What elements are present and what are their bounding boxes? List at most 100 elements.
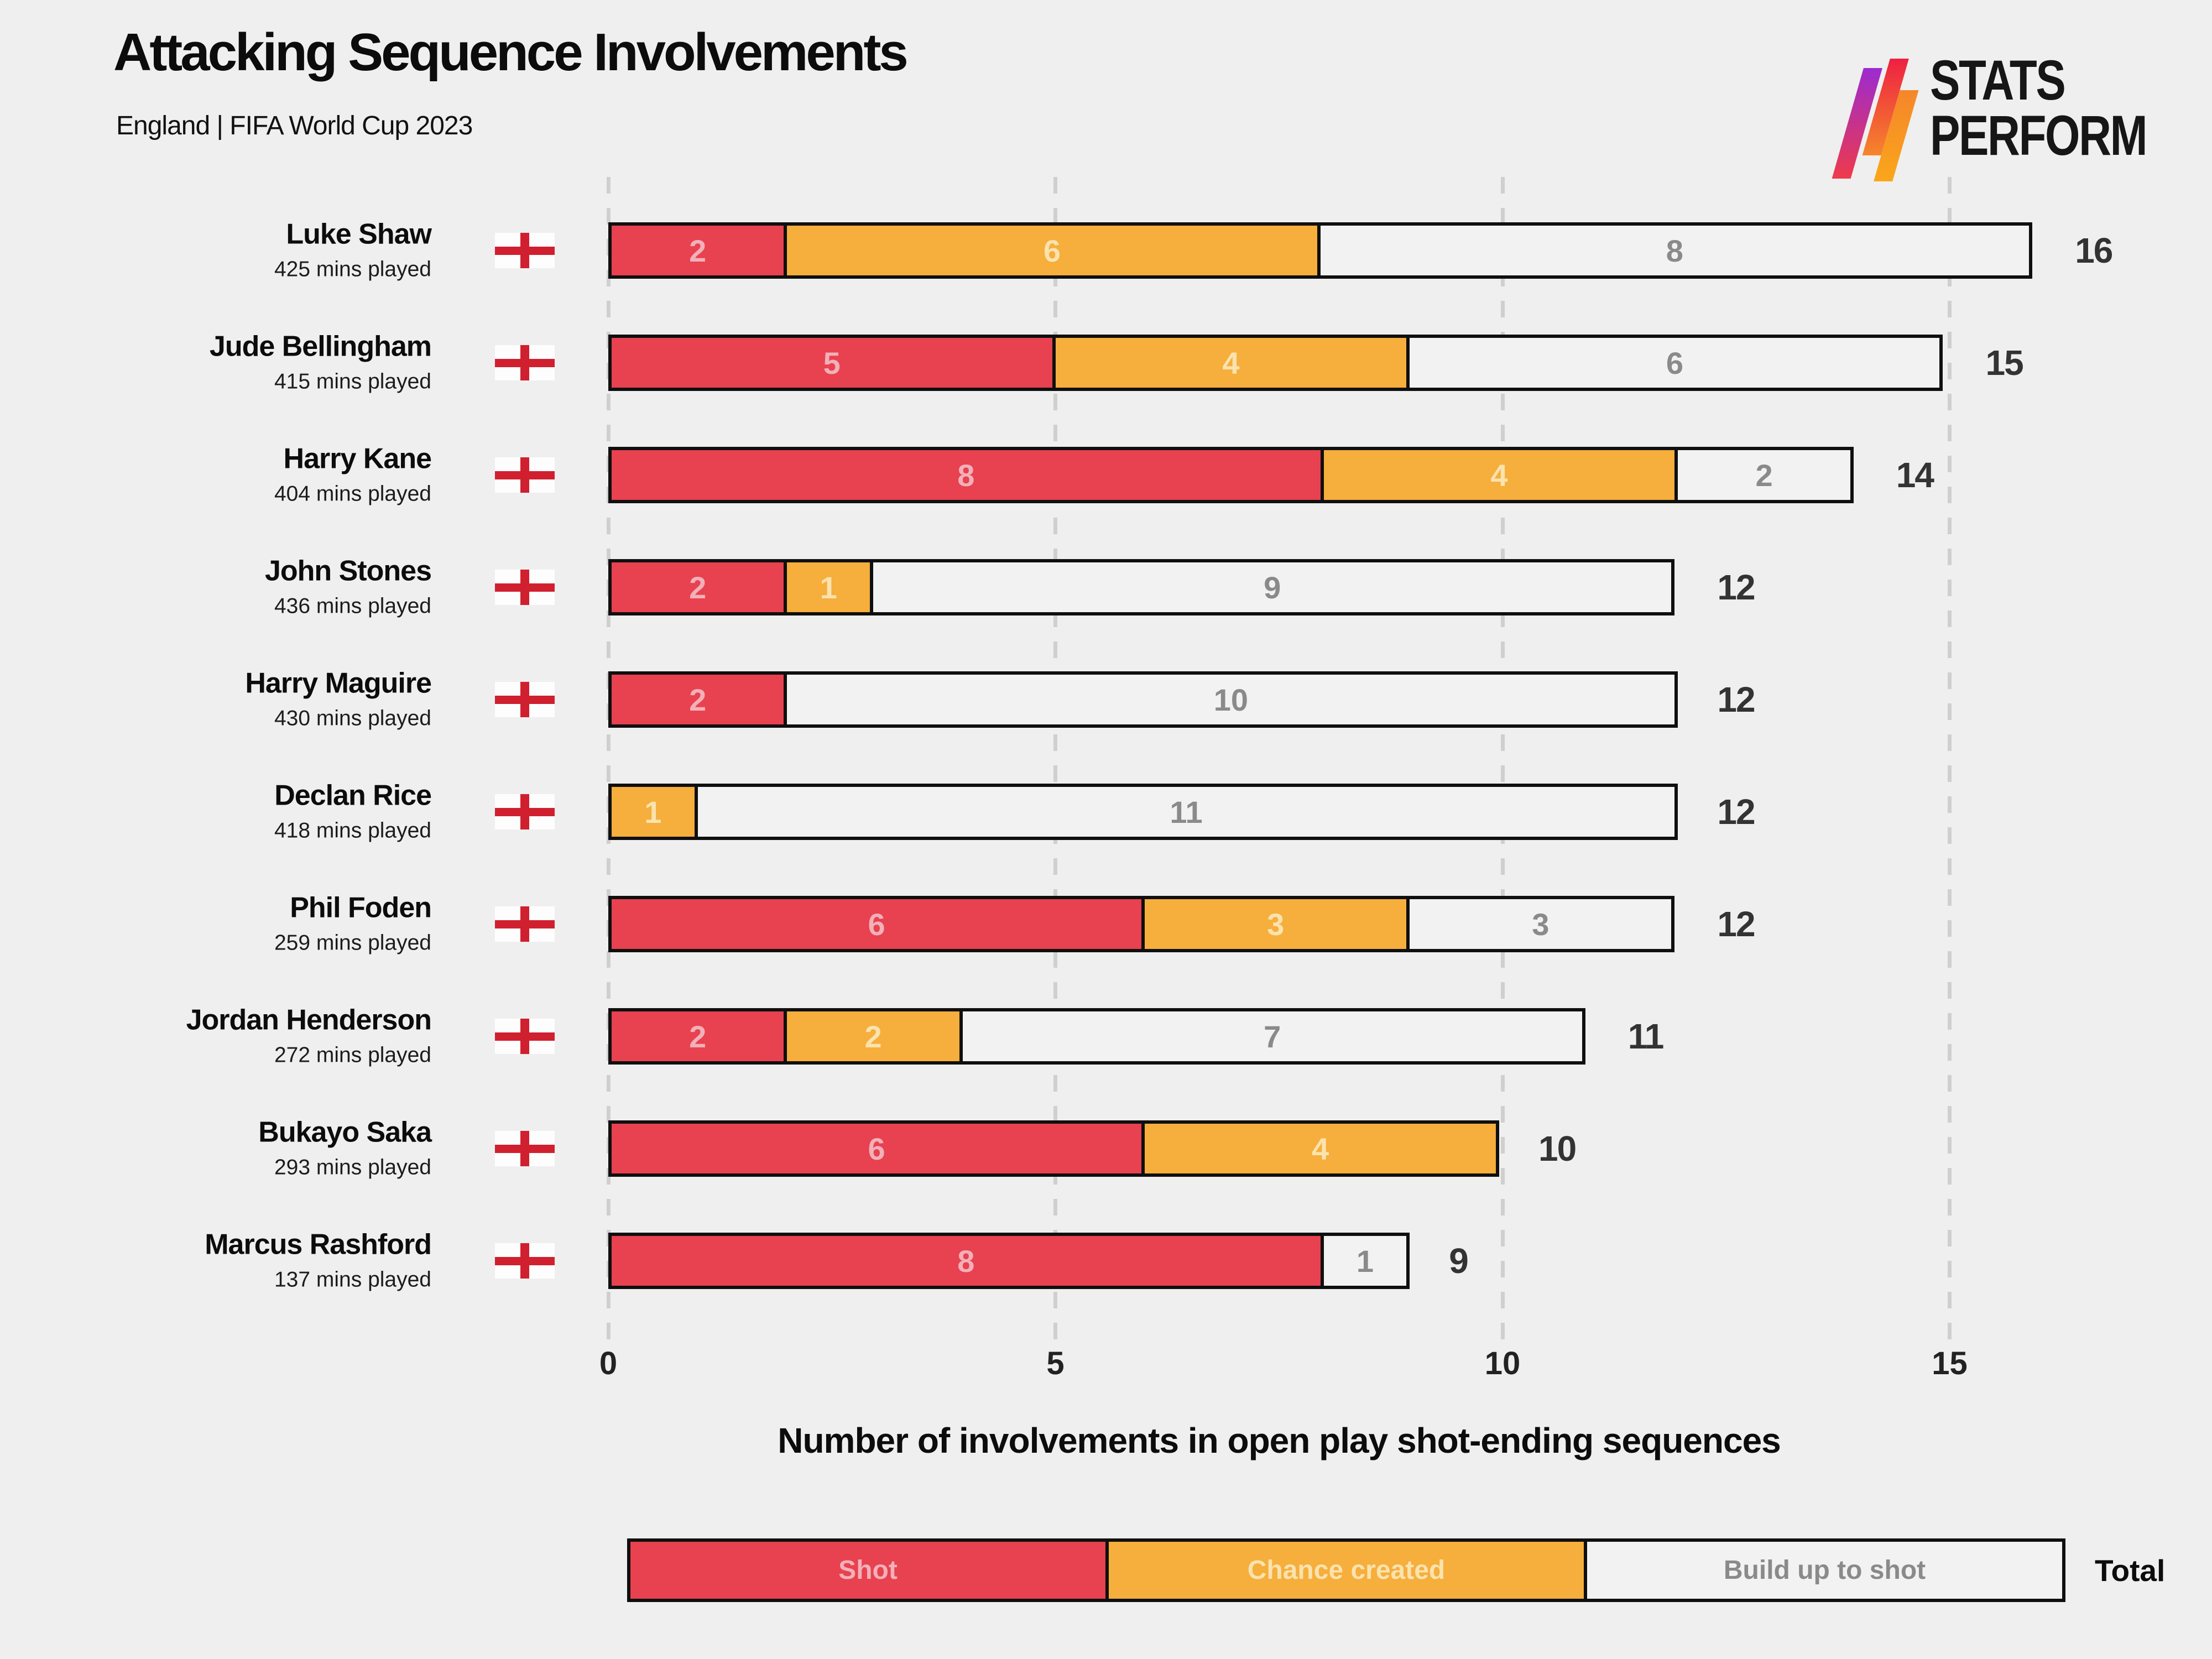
gridline-0 bbox=[606, 177, 611, 1349]
player-mins-played: 430 mins played bbox=[274, 706, 431, 731]
player-row-john-stones: John Stones 436 mins played 2 1 9 12 bbox=[0, 531, 2212, 643]
bar-segment-chance: 4 bbox=[1141, 1120, 1499, 1177]
player-mins-played: 436 mins played bbox=[274, 594, 431, 618]
total-value-label: 16 bbox=[2075, 231, 2113, 270]
bar-segment-buildup: 8 bbox=[1317, 222, 2033, 279]
player-row-declan-rice: Declan Rice 418 mins played 1 11 12 bbox=[0, 756, 2212, 868]
player-row-marcus-rashford: Marcus Rashford 137 mins played 8 1 9 bbox=[0, 1205, 2212, 1317]
bar-segment-chance: 4 bbox=[1320, 447, 1678, 503]
player-row-harry-kane: Harry Kane 404 mins played 8 4 2 14 bbox=[0, 419, 2212, 531]
player-row-luke-shaw: Luke Shaw 425 mins played 2 6 8 16 bbox=[0, 195, 2212, 306]
total-value-label: 12 bbox=[1717, 680, 1755, 719]
player-name: Phil Foden bbox=[290, 891, 432, 924]
player-name: Luke Shaw bbox=[286, 218, 432, 251]
legend: Shot Chance created Build up to shot bbox=[627, 1538, 2065, 1602]
stacked-bar: 2 10 bbox=[608, 671, 1678, 728]
x-tick-label-0: 0 bbox=[599, 1345, 618, 1381]
gridline-5 bbox=[1053, 177, 1057, 1349]
bar-segment-shot: 5 bbox=[608, 335, 1056, 391]
total-value-label: 12 bbox=[1717, 792, 1755, 832]
bar-segment-buildup: 1 bbox=[1320, 1233, 1410, 1289]
bar-segment-buildup: 3 bbox=[1406, 896, 1675, 952]
player-mins-played: 404 mins played bbox=[274, 482, 431, 506]
player-mins-played: 272 mins played bbox=[274, 1043, 431, 1067]
player-name: Bukayo Saka bbox=[258, 1116, 432, 1149]
stats-perform-stripes-icon bbox=[1832, 59, 1919, 181]
england-flag-icon bbox=[495, 233, 555, 268]
player-name: Jude Bellingham bbox=[209, 330, 432, 363]
legend-item-shot: Shot bbox=[627, 1538, 1109, 1602]
player-label: Phil Foden 259 mins played bbox=[83, 891, 432, 956]
chart-subtitle: England | FIFA World Cup 2023 bbox=[116, 111, 473, 140]
england-flag-icon bbox=[495, 1243, 555, 1279]
player-row-phil-foden: Phil Foden 259 mins played 6 3 3 12 bbox=[0, 868, 2212, 980]
player-name: John Stones bbox=[264, 555, 432, 587]
x-tick-label-5: 5 bbox=[1046, 1345, 1065, 1381]
player-name: Declan Rice bbox=[274, 779, 432, 812]
x-tick-label-15: 15 bbox=[1932, 1345, 1968, 1381]
bar-segment-chance: 2 bbox=[784, 1008, 963, 1065]
player-label: Harry Kane 404 mins played bbox=[83, 442, 432, 507]
logo-line-1: STATS bbox=[1930, 49, 2066, 112]
england-flag-icon bbox=[495, 1019, 555, 1054]
bar-segment-buildup: 9 bbox=[870, 559, 1675, 615]
player-row-jordan-henderson: Jordan Henderson 272 mins played 2 2 7 11 bbox=[0, 980, 2212, 1092]
stats-perform-logo: STATS PERFORM bbox=[1828, 49, 2200, 187]
player-label: John Stones 436 mins played bbox=[83, 555, 432, 619]
player-mins-played: 137 mins played bbox=[274, 1267, 431, 1292]
player-mins-played: 259 mins played bbox=[274, 931, 431, 955]
bar-segment-shot: 8 bbox=[608, 447, 1324, 503]
bar-segment-buildup: 11 bbox=[694, 784, 1678, 840]
logo-line-2: PERFORM bbox=[1930, 103, 2148, 167]
player-row-bukayo-saka: Bukayo Saka 293 mins played 6 4 10 bbox=[0, 1093, 2212, 1204]
total-value-label: 9 bbox=[1449, 1241, 1469, 1281]
england-flag-icon bbox=[495, 570, 555, 605]
bar-segment-buildup: 10 bbox=[784, 671, 1678, 728]
bar-segment-buildup: 7 bbox=[959, 1008, 1585, 1065]
legend-item-chance: Chance created bbox=[1105, 1538, 1587, 1602]
player-name: Harry Kane bbox=[283, 442, 432, 475]
player-mins-played: 415 mins played bbox=[274, 369, 431, 394]
player-label: Jordan Henderson 272 mins played bbox=[83, 1005, 432, 1068]
bar-segment-chance: 4 bbox=[1052, 335, 1410, 391]
bar-segment-chance: 3 bbox=[1141, 896, 1410, 952]
england-flag-icon bbox=[495, 906, 555, 942]
x-tick-label-10: 10 bbox=[1484, 1345, 1521, 1381]
player-name: Marcus Rashford bbox=[205, 1228, 432, 1261]
bar-segment-chance: 6 bbox=[784, 222, 1321, 279]
bar-segment-shot: 6 bbox=[608, 1120, 1145, 1177]
total-value-label: 10 bbox=[1538, 1129, 1577, 1168]
bar-segment-chance: 1 bbox=[608, 784, 698, 840]
player-label: Bukayo Saka 293 mins played bbox=[83, 1116, 432, 1180]
player-label: Luke Shaw 425 mins played bbox=[83, 218, 432, 282]
bar-segment-shot: 8 bbox=[608, 1233, 1324, 1289]
legend-total-label: Total bbox=[2095, 1553, 2166, 1588]
bar-segment-shot: 2 bbox=[608, 222, 787, 279]
player-name: Harry Maguire bbox=[245, 667, 432, 700]
total-value-label: 12 bbox=[1717, 904, 1755, 944]
bar-segment-shot: 2 bbox=[608, 559, 787, 615]
bar-segment-shot: 6 bbox=[608, 896, 1145, 952]
stacked-bar: 1 11 bbox=[608, 784, 1678, 840]
gridline-15 bbox=[1948, 177, 1952, 1349]
bar-segment-shot: 2 bbox=[608, 671, 787, 728]
bar-segment-buildup: 2 bbox=[1674, 447, 1854, 503]
player-mins-played: 418 mins played bbox=[274, 818, 431, 843]
player-mins-played: 425 mins played bbox=[274, 257, 431, 281]
england-flag-icon bbox=[495, 682, 555, 717]
legend-item-buildup: Build up to shot bbox=[1584, 1538, 2065, 1602]
player-mins-played: 293 mins played bbox=[274, 1155, 431, 1180]
player-label: Declan Rice 418 mins played bbox=[83, 779, 432, 843]
x-axis-title: Number of involvements in open play shot… bbox=[778, 1421, 1781, 1460]
total-value-label: 14 bbox=[1896, 455, 1934, 495]
player-label: Harry Maguire 430 mins played bbox=[83, 667, 432, 731]
player-label: Jude Bellingham 415 mins played bbox=[83, 330, 432, 394]
